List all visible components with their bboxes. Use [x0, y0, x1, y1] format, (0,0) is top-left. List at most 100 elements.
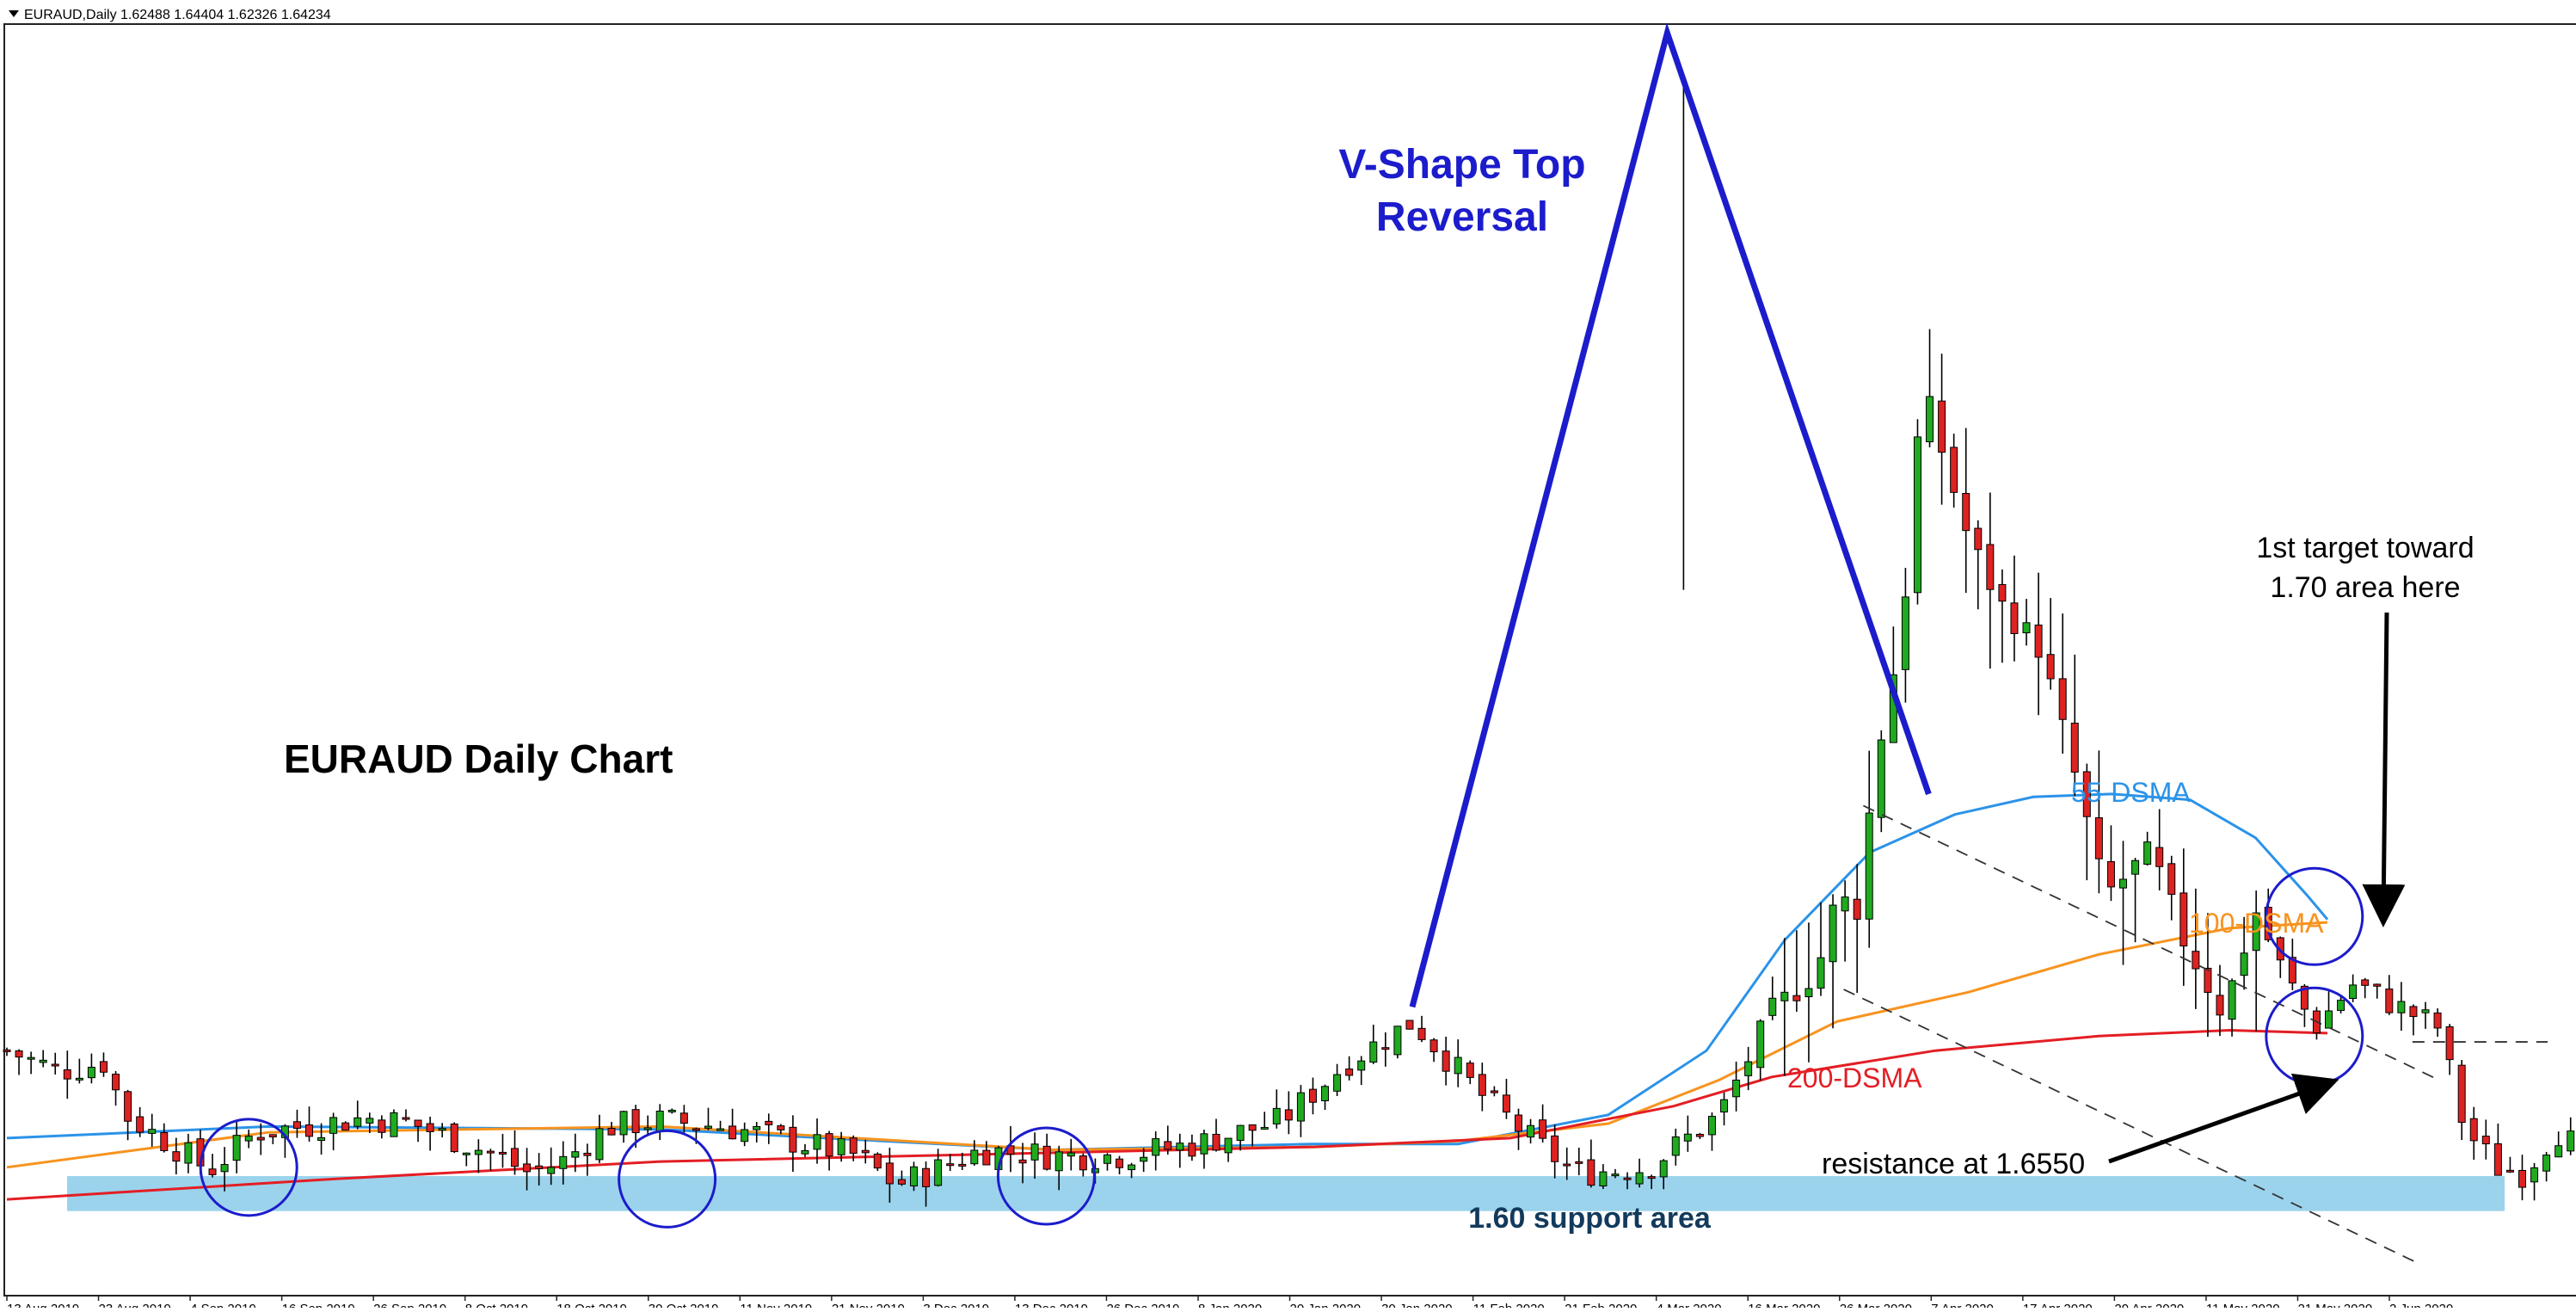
candle [1164, 1125, 1172, 1155]
candle [184, 1133, 193, 1173]
candle-body [1986, 544, 1995, 590]
candle-body [1671, 1136, 1680, 1156]
candle-body [1308, 1088, 1317, 1103]
candle [2493, 1123, 2502, 1176]
candle-body [402, 1117, 410, 1120]
candle [643, 1115, 652, 1136]
candle-body [1454, 1056, 1462, 1075]
candle [1950, 434, 1958, 508]
candle [1986, 492, 1995, 669]
time-tick-label: 11 May 2020 [2206, 1302, 2280, 1308]
candle [1768, 976, 1777, 1020]
candle [1260, 1112, 1269, 1130]
candle-body [1998, 583, 2007, 602]
candle [1938, 354, 1946, 505]
candle [1671, 1128, 1680, 1166]
candle-body [1054, 1151, 1063, 1172]
candle-body [1212, 1133, 1220, 1151]
candle-body [2288, 957, 2296, 984]
candle-body [124, 1091, 132, 1122]
candle [1780, 938, 1789, 1076]
candle-body [2300, 985, 2309, 1010]
candle [2469, 1106, 2478, 1161]
candle-body [1284, 1109, 1293, 1121]
candle-body [2155, 847, 2164, 867]
candle [2325, 991, 2333, 1029]
candle [124, 1089, 132, 1141]
candle [1042, 1133, 1051, 1171]
candle [1200, 1130, 1208, 1169]
candle-body [1817, 957, 1825, 989]
candle [2457, 1060, 2466, 1141]
time-tick-label: 17 Apr 2020 [2023, 1302, 2093, 1308]
candle [378, 1115, 386, 1139]
candle-body [873, 1153, 882, 1169]
candle [450, 1122, 458, 1154]
candle-body [184, 1142, 193, 1164]
candle [2192, 888, 2200, 1009]
candle-body [1357, 1060, 1366, 1071]
candle-body [1442, 1050, 1450, 1072]
candle-body [789, 1126, 797, 1153]
candle [75, 1058, 83, 1084]
candle [2554, 1131, 2563, 1158]
candle-body [99, 1061, 108, 1073]
time-tick-label: 8 Jan 2020 [1198, 1302, 1262, 1308]
candle [2361, 977, 2370, 999]
candle-body [1116, 1158, 1124, 1168]
time-tick-label: 21 Feb 2020 [1565, 1302, 1637, 1308]
candle-body [1369, 1041, 1378, 1063]
candle [1901, 568, 1909, 703]
candle-body [1901, 596, 1909, 670]
candle [1333, 1063, 1342, 1096]
candle-body [1490, 1090, 1498, 1093]
candle [2058, 613, 2067, 755]
candle [1720, 1092, 1729, 1126]
candle-body [220, 1164, 229, 1173]
candle [1792, 930, 1801, 1012]
candle [2421, 1001, 2430, 1029]
chart-title: EURAUD Daily Chart [284, 736, 673, 781]
candle [1054, 1145, 1063, 1191]
candle [729, 1108, 737, 1140]
candle [414, 1119, 422, 1143]
candle-body [2469, 1118, 2478, 1142]
candle [232, 1119, 241, 1173]
target-annotation-line2: 1.70 area here [2270, 571, 2460, 604]
candle-body [1974, 527, 1983, 551]
candle-body [535, 1165, 544, 1169]
candle [2240, 916, 2248, 990]
time-tick-label: 20 Jan 2020 [1290, 1302, 1362, 1308]
candle [1176, 1133, 1184, 1168]
candle [1817, 902, 1825, 996]
candle-body [172, 1151, 181, 1162]
candle [1321, 1084, 1330, 1111]
candle-body [1527, 1124, 1535, 1138]
candle [849, 1135, 858, 1161]
candle [2167, 855, 2176, 921]
candle [2542, 1151, 2551, 1182]
candle-body [1659, 1160, 1668, 1178]
candle-body [1042, 1145, 1051, 1170]
candle [486, 1149, 495, 1171]
support-band-layer [67, 1176, 2505, 1211]
candle [2409, 1004, 2418, 1036]
candle-body [1140, 1156, 1148, 1162]
candle-body [741, 1129, 749, 1143]
candle-body [716, 1128, 725, 1131]
candle-body [1853, 898, 1861, 920]
candle-body [861, 1149, 870, 1154]
candle-body [704, 1125, 712, 1129]
candle-body [1128, 1164, 1136, 1171]
candle [317, 1123, 326, 1155]
highlight-circle-2 [618, 1129, 717, 1229]
candle-body [655, 1110, 664, 1132]
candle-body [643, 1127, 652, 1130]
time-tick-label: 2 Jun 2020 [2389, 1302, 2453, 1308]
candle-body [595, 1128, 604, 1161]
candle-body [1599, 1171, 1608, 1186]
candle-body [1079, 1155, 1087, 1171]
dropdown-triangle-icon[interactable] [9, 10, 19, 17]
candle [329, 1112, 338, 1151]
